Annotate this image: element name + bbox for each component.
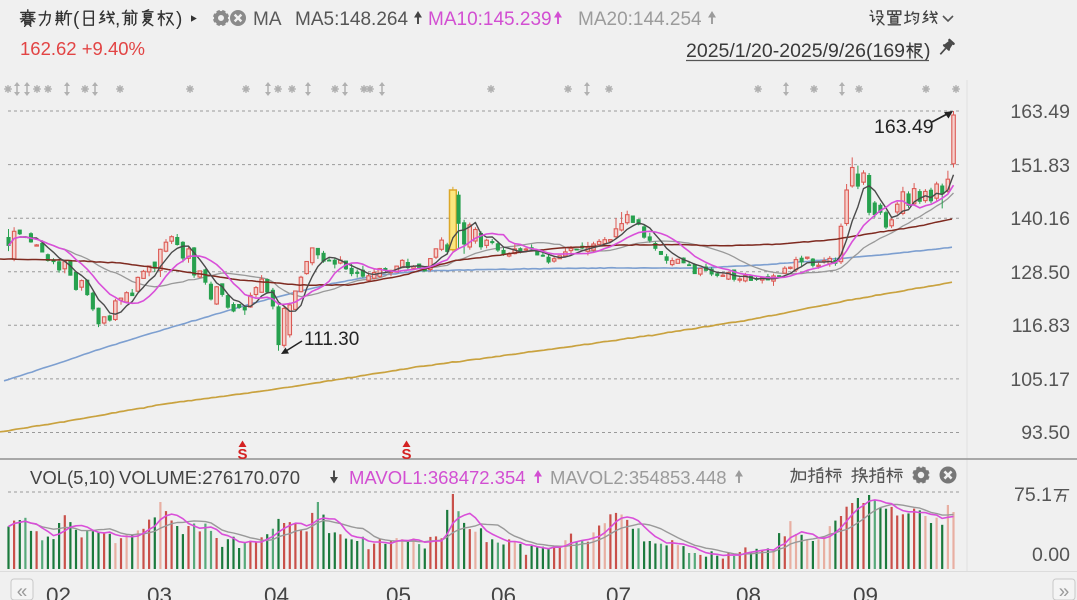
svg-text:MAVOL1:368472.354: MAVOL1:368472.354: [349, 467, 526, 488]
svg-text:162.62 +9.40%: 162.62 +9.40%: [20, 38, 145, 59]
svg-text:0.00: 0.00: [1032, 544, 1070, 566]
svg-text:): ): [176, 9, 182, 30]
svg-text:«: «: [17, 582, 28, 600]
svg-text:116.83: 116.83: [1012, 315, 1070, 337]
svg-text:02: 02: [46, 583, 71, 600]
svg-text:140.16: 140.16: [1010, 208, 1070, 230]
svg-text:08: 08: [736, 583, 761, 600]
svg-text:05: 05: [386, 583, 411, 600]
svg-text:105.17: 105.17: [1010, 369, 1070, 391]
svg-text:MA: MA: [253, 9, 282, 30]
svg-text:MAVOL2:354853.448: MAVOL2:354853.448: [550, 467, 727, 488]
svg-text:04: 04: [264, 583, 289, 600]
svg-text:163.49: 163.49: [1010, 101, 1070, 123]
svg-text:75.1: 75.1: [1014, 484, 1052, 506]
svg-text:,: ,: [115, 9, 120, 30]
svg-text:93.50: 93.50: [1021, 422, 1070, 444]
svg-text:): ): [924, 40, 931, 62]
svg-text:(: (: [73, 9, 80, 30]
svg-text:MA5:148.264: MA5:148.264: [295, 9, 408, 30]
svg-text:151.83: 151.83: [1010, 155, 1070, 177]
svg-text:06: 06: [491, 583, 516, 600]
svg-text:MA10:145.239: MA10:145.239: [428, 9, 552, 30]
svg-text:09: 09: [853, 583, 878, 600]
svg-text:03: 03: [147, 583, 172, 600]
svg-text:VOLUME:276170.070: VOLUME:276170.070: [119, 467, 300, 488]
svg-text:2025/1/20-2025/9/26(169: 2025/1/20-2025/9/26(169: [686, 40, 905, 62]
svg-text:163.49: 163.49: [874, 116, 934, 138]
svg-text:VOL(5,10): VOL(5,10): [30, 467, 115, 488]
svg-text:07: 07: [606, 583, 631, 600]
svg-text:»: »: [1059, 582, 1070, 600]
svg-text:S: S: [401, 446, 411, 463]
svg-text:MA20:144.254: MA20:144.254: [578, 9, 702, 30]
svg-text:128.50: 128.50: [1010, 262, 1070, 284]
svg-text:S: S: [237, 446, 247, 463]
svg-text:111.30: 111.30: [304, 329, 359, 350]
